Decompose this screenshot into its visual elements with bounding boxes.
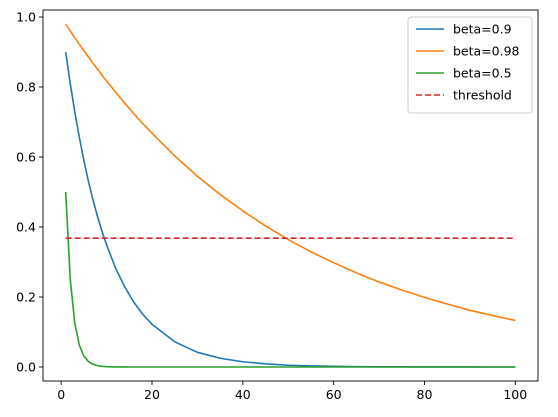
x-tick-label: 0 (57, 387, 65, 402)
legend-label-beta-0-98: beta=0.98 (453, 44, 520, 59)
legend-label-threshold: threshold (453, 88, 512, 103)
y-tick-label: 0.6 (16, 150, 36, 165)
plot-area (64, 23, 516, 368)
x-tick-label: 80 (417, 387, 433, 402)
legend-label-beta-0-9: beta=0.9 (453, 22, 512, 37)
x-tick-label: 100 (503, 387, 527, 402)
legend-box (407, 16, 533, 114)
x-tick-label: 20 (144, 387, 160, 402)
y-tick-label: 0.8 (16, 80, 36, 95)
y-tick-label: 0.2 (16, 290, 36, 305)
y-tick-label: 0.0 (16, 360, 36, 375)
series-line-beta-0-5 (64, 191, 516, 368)
legend-label-beta-0-5: beta=0.5 (453, 66, 512, 81)
x-tick-label: 60 (326, 387, 342, 402)
legend: beta=0.9 beta=0.98 beta=0.5 threshold (407, 16, 533, 114)
series-line-beta-0-98 (65, 23, 516, 322)
axes-frame (42, 9, 539, 382)
axes: 0 20 40 60 80 100 0.0 0.2 0.4 0.6 0.8 1.0 (16, 9, 539, 402)
y-tick-label: 1.0 (16, 10, 36, 25)
x-tick-label: 40 (235, 387, 251, 402)
y-tick-label: 0.4 (16, 220, 36, 235)
